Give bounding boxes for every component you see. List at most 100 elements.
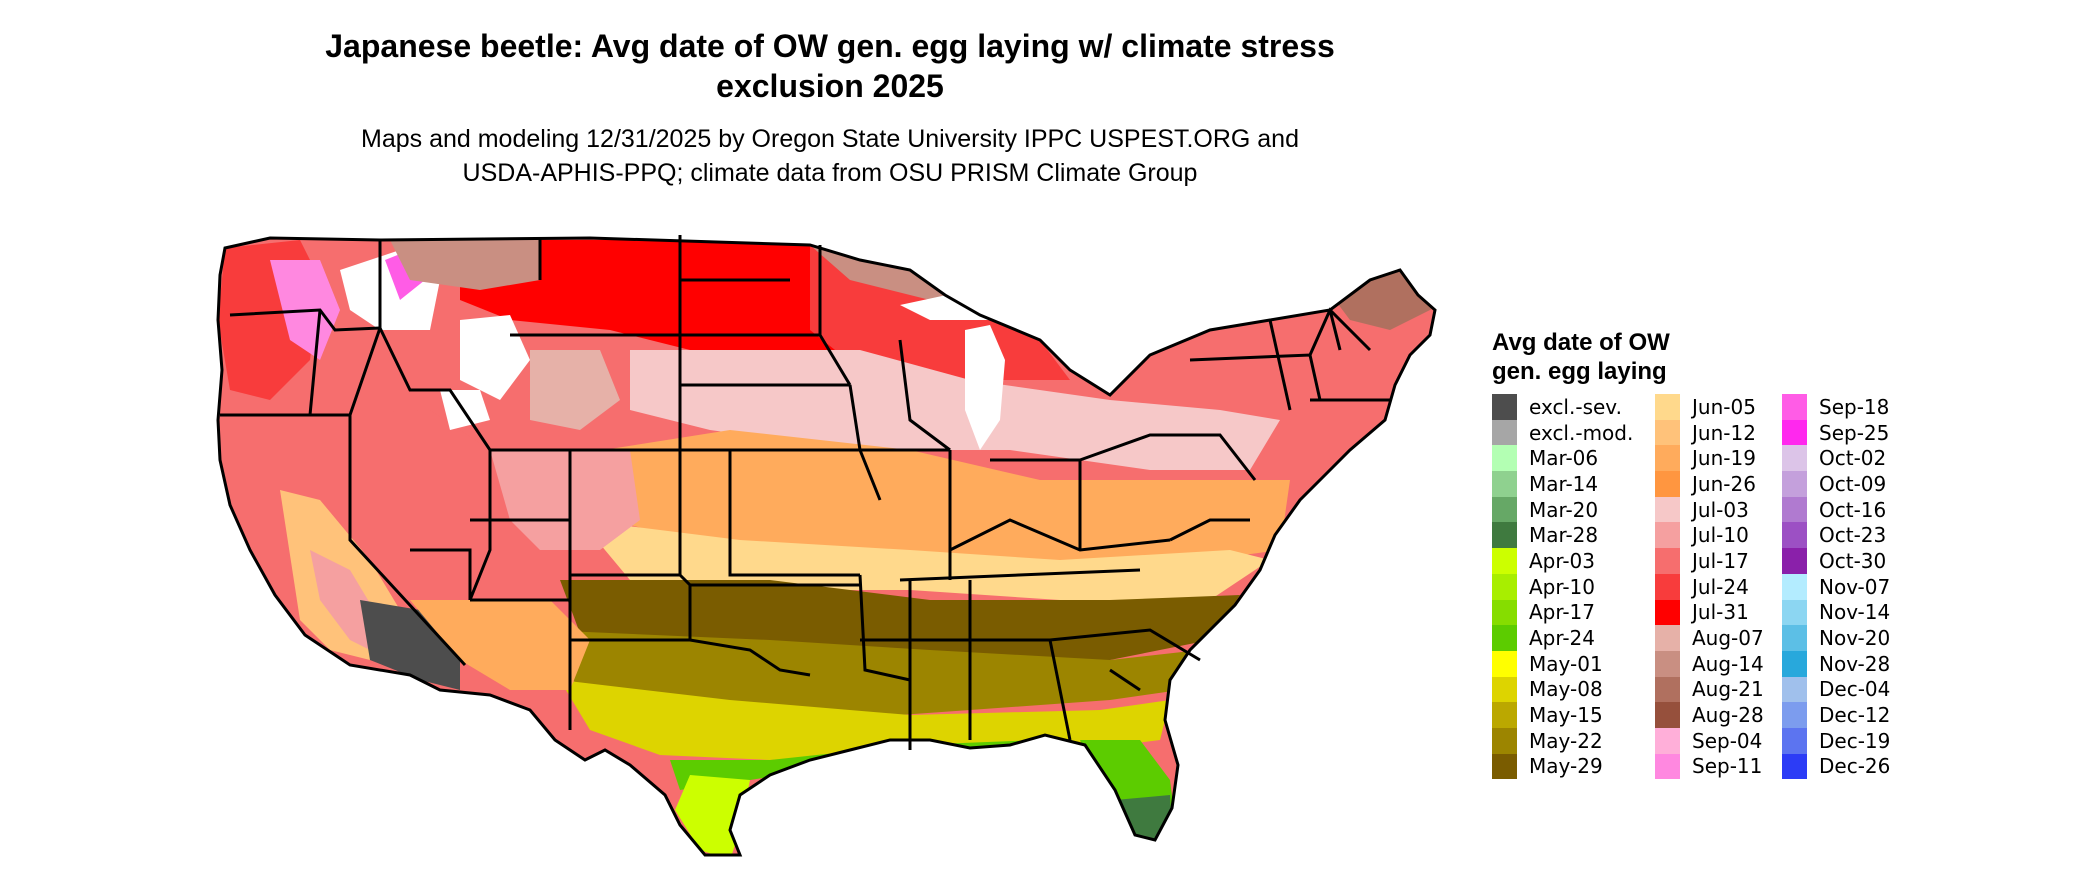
- legend-swatch: [1492, 548, 1517, 574]
- legend-item: Jun-05: [1655, 394, 1764, 420]
- map-title-line-1: Japanese beetle: Avg date of OW gen. egg…: [325, 28, 1335, 64]
- legend-swatch: [1492, 573, 1517, 600]
- legend-label: Jul-10: [1692, 523, 1749, 548]
- legend-swatch: [1492, 702, 1517, 728]
- legend-label: Oct-09: [1819, 471, 1887, 496]
- legend-item: Jul-17: [1655, 548, 1764, 574]
- legend-label: Oct-23: [1819, 523, 1887, 548]
- legend-label: Mar-14: [1529, 471, 1599, 496]
- legend-swatch: [1782, 625, 1807, 651]
- legend-item: Sep-25: [1782, 419, 1890, 446]
- legend-column-2: Jun-05 Jun-12 Jun-19 Jun-26 Jul-03 Jul-10 Jul-…: [1655, 394, 1764, 780]
- legend-label: May-08: [1529, 677, 1603, 702]
- legend-label: Jul-17: [1692, 548, 1749, 573]
- legend-swatch: [1782, 471, 1807, 497]
- legend-label: excl.-sev.: [1529, 394, 1622, 419]
- legend-swatch: [1655, 753, 1680, 780]
- legend-swatch: [1782, 496, 1807, 523]
- legend-item: Oct-02: [1782, 445, 1890, 472]
- legend-label: Jun-12: [1692, 420, 1756, 445]
- legend-swatch: [1492, 471, 1517, 497]
- legend-item: Apr-24: [1492, 625, 1633, 651]
- legend-item: Aug-28: [1655, 702, 1764, 728]
- legend-item: Aug-14: [1655, 650, 1764, 677]
- legend-label: Aug-28: [1692, 703, 1764, 728]
- legend-swatch: [1782, 573, 1807, 600]
- legend-item: Mar-06: [1492, 445, 1633, 472]
- legend-swatch: [1655, 522, 1680, 549]
- legend-label: Dec-26: [1819, 754, 1891, 779]
- legend-item: Nov-28: [1782, 650, 1891, 677]
- legend-swatch: [1492, 650, 1517, 677]
- legend-item: May-29: [1492, 753, 1633, 780]
- legend-label: Nov-14: [1819, 600, 1891, 625]
- legend-column-3: Sep-18 Sep-25 Oct-02 Oct-09 Oct-16 Oct-23 Oct-…: [1782, 394, 1891, 780]
- legend-swatch: [1655, 394, 1680, 420]
- legend-label: Dec-04: [1819, 677, 1891, 702]
- legend-label: Oct-02: [1819, 446, 1887, 471]
- legend-label: May-29: [1529, 754, 1603, 779]
- legend-swatch: [1782, 394, 1807, 420]
- legend-label: Apr-17: [1529, 600, 1595, 625]
- legend-swatch: [1492, 676, 1517, 703]
- legend-swatch: [1492, 727, 1517, 754]
- legend-item: Mar-28: [1492, 522, 1633, 549]
- legend-label: Jul-03: [1692, 497, 1749, 522]
- legend-label: Nov-28: [1819, 651, 1891, 676]
- legend-item: Nov-14: [1782, 599, 1891, 626]
- map-fill-regions: [218, 238, 1435, 855]
- legend-swatch: [1782, 522, 1807, 549]
- legend-item: Apr-03: [1492, 548, 1633, 574]
- legend-item: Jul-10: [1655, 522, 1764, 549]
- legend-label: Dec-19: [1819, 728, 1891, 753]
- legend-label: Apr-10: [1529, 574, 1595, 599]
- legend-swatch: [1655, 599, 1680, 626]
- legend-label: Jun-05: [1692, 394, 1756, 419]
- legend-item: Nov-20: [1782, 625, 1890, 651]
- legend-swatch: [1655, 496, 1680, 523]
- legend-swatch: [1492, 753, 1517, 780]
- legend-label: Apr-24: [1529, 626, 1595, 651]
- legend-label: Mar-20: [1529, 497, 1599, 522]
- legend-swatch: [1655, 625, 1680, 651]
- legend-item: Jul-03: [1655, 496, 1764, 523]
- legend-item: Dec-19: [1782, 727, 1891, 754]
- legend-label: Aug-14: [1692, 651, 1764, 676]
- legend-swatch: [1655, 650, 1680, 677]
- legend-item: May-01: [1492, 650, 1633, 677]
- legend-item: Aug-21: [1655, 676, 1764, 703]
- legend-item: Dec-12: [1782, 702, 1890, 728]
- legend-label: Mar-28: [1529, 523, 1599, 548]
- map-subtitle: Maps and modeling 12/31/2025 by Oregon S…: [230, 122, 1430, 190]
- legend-item: May-22: [1492, 727, 1633, 754]
- legend-item: Aug-07: [1655, 625, 1764, 651]
- legend-swatch: [1655, 548, 1680, 574]
- legend-item: Sep-11: [1655, 753, 1764, 780]
- legend-swatch: [1782, 753, 1807, 780]
- legend-label: Nov-20: [1819, 626, 1891, 651]
- legend-swatch: [1492, 445, 1517, 472]
- legend-label: Jul-31: [1692, 600, 1749, 625]
- legend-item: Oct-09: [1782, 471, 1890, 497]
- legend-label: Nov-07: [1819, 574, 1891, 599]
- legend-item: May-15: [1492, 702, 1633, 728]
- legend-swatch: [1782, 650, 1807, 677]
- legend-swatch: [1655, 676, 1680, 703]
- legend-title-line-2: gen. egg laying: [1492, 358, 1667, 385]
- legend-item: Oct-16: [1782, 496, 1890, 523]
- legend-label: Apr-03: [1529, 548, 1595, 573]
- legend-label: Mar-06: [1529, 446, 1599, 471]
- legend-label: excl.-mod.: [1529, 420, 1634, 445]
- legend-label: Aug-07: [1692, 626, 1764, 651]
- map-subtitle-line-1: Maps and modeling 12/31/2025 by Oregon S…: [361, 125, 1299, 153]
- map-title-line-2: exclusion 2025: [716, 68, 944, 104]
- legend-item: Dec-26: [1782, 753, 1891, 780]
- legend-item: Apr-17: [1492, 599, 1633, 626]
- legend-swatch: [1782, 548, 1807, 574]
- legend-item: Sep-18: [1782, 394, 1890, 420]
- legend-swatch: [1782, 676, 1807, 703]
- legend-title-line-1: Avg date of OW: [1492, 329, 1670, 356]
- legend-item: Nov-07: [1782, 573, 1891, 600]
- legend-item: Dec-04: [1782, 676, 1891, 703]
- legend-item: excl.-mod.: [1492, 419, 1634, 446]
